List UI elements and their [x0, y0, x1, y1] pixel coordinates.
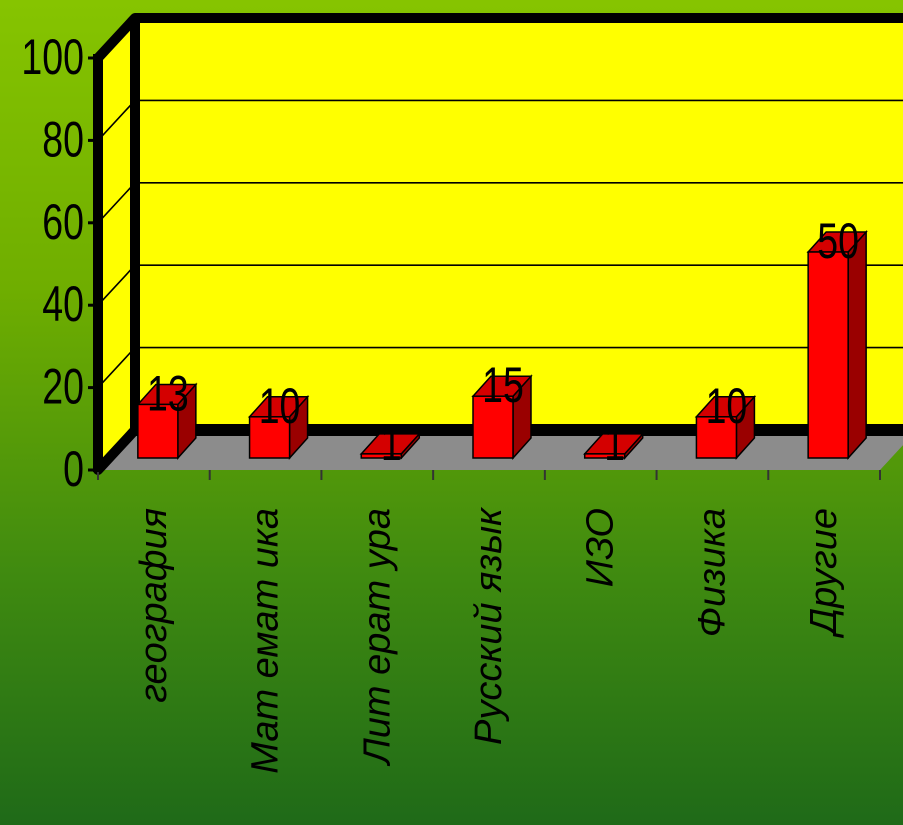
- gridline: [97, 346, 903, 389]
- bar: [583, 431, 645, 460]
- bar: [694, 394, 757, 460]
- y-tick-label: 20: [42, 359, 84, 414]
- data-label: 1: [604, 416, 625, 471]
- y-tick-label: 60: [42, 195, 84, 250]
- bar: [247, 394, 310, 460]
- category-labels: география Мат емат ика Лит ерат ура Русский…: [133, 506, 845, 774]
- data-label: 13: [147, 366, 189, 421]
- bar-front: [583, 453, 626, 459]
- category-label: Лит ерат ура: [356, 508, 398, 767]
- y-tick-labels: 0 20 40 60 80 100: [21, 30, 98, 497]
- gridline: [97, 182, 903, 224]
- bar-front: [807, 251, 849, 459]
- data-label: 15: [482, 358, 524, 413]
- data-label: 10: [259, 379, 301, 434]
- bar-front: [137, 403, 179, 459]
- y-tick-label: 100: [21, 30, 84, 85]
- bar-front: [248, 416, 291, 459]
- category-label: Мат емат ика: [245, 508, 287, 774]
- data-label: 50: [817, 214, 859, 269]
- gridline: [97, 264, 903, 306]
- category-label: Другие: [803, 508, 845, 639]
- bar: [359, 431, 421, 460]
- data-label: 10: [706, 379, 748, 434]
- data-label: 1: [381, 416, 402, 471]
- gridline: [97, 99, 903, 141]
- y-tick-label: 80: [42, 112, 84, 167]
- category-label: ИЗО: [580, 508, 622, 587]
- gridlines: [97, 17, 903, 389]
- data-labels: 13 10 1 15 1 10 50: [147, 214, 859, 471]
- side-wall: [98, 18, 135, 470]
- bar: [806, 230, 868, 460]
- category-label: Физика: [691, 508, 733, 637]
- bar-front: [695, 416, 738, 459]
- floor-left-edge: [93, 425, 140, 475]
- gridline: [97, 17, 903, 59]
- category-label: Русский язык: [468, 506, 510, 745]
- bars: [136, 230, 868, 460]
- back-wall: [135, 18, 903, 430]
- category-label: география: [133, 508, 175, 703]
- y-tick-label: 0: [63, 442, 84, 497]
- bar: [136, 382, 198, 460]
- bar-front: [360, 453, 403, 459]
- y-tick-label: 40: [42, 277, 84, 332]
- bar-front: [472, 395, 514, 459]
- bar: [471, 374, 533, 460]
